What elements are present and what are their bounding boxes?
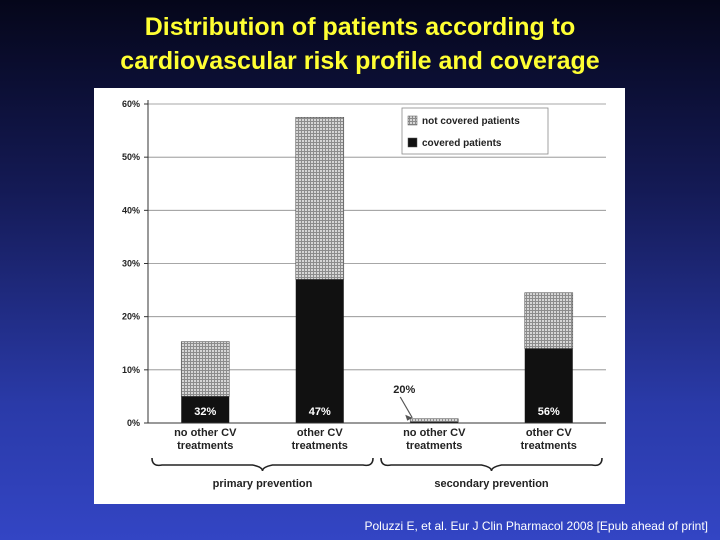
group-label: primary prevention bbox=[213, 478, 313, 490]
stacked-bar-chart: 0%10%20%30%40%50%60%no other CVtreatment… bbox=[122, 99, 606, 490]
legend-swatch bbox=[407, 137, 418, 148]
bar-not-covered bbox=[524, 292, 574, 349]
x-category-label: other CV bbox=[526, 427, 573, 439]
legend-swatch bbox=[407, 115, 418, 126]
group-brace bbox=[380, 457, 603, 472]
x-category-label: other CV bbox=[297, 427, 344, 439]
group-label: secondary prevention bbox=[434, 478, 549, 490]
label-arrow bbox=[399, 396, 413, 419]
bar-not-covered bbox=[295, 116, 345, 280]
legend-label: not covered patients bbox=[422, 116, 520, 127]
x-category-label: no other CV bbox=[174, 427, 237, 439]
label-arrowhead bbox=[405, 414, 413, 421]
bar-covered bbox=[524, 348, 573, 423]
x-category-label: treatments bbox=[177, 440, 233, 452]
y-tick-label: 40% bbox=[122, 205, 140, 215]
legend-label: covered patients bbox=[422, 138, 502, 149]
slide-title: Distribution of patients according to ca… bbox=[0, 10, 720, 78]
bar-not-covered bbox=[180, 341, 230, 397]
bar-not-covered bbox=[409, 418, 459, 423]
group-brace bbox=[151, 457, 374, 472]
bar-value-label: 32% bbox=[194, 406, 216, 418]
title-line-2: cardiovascular risk profile and coverage bbox=[120, 47, 600, 75]
bar-value-label: 47% bbox=[309, 406, 331, 418]
y-tick-label: 10% bbox=[122, 365, 140, 375]
chart-panel: 0% 10% 20% 30% 40% 50% 60% no other CV treatment… bbox=[94, 88, 625, 504]
y-tick-label: 20% bbox=[122, 312, 140, 322]
y-tick-label: 0% bbox=[127, 418, 140, 428]
y-tick-label: 30% bbox=[122, 259, 140, 269]
bar-value-label: 56% bbox=[538, 406, 560, 418]
y-tick-label: 50% bbox=[122, 152, 140, 162]
x-category-label: treatments bbox=[521, 440, 577, 452]
bar-covered bbox=[181, 396, 230, 423]
citation: Poluzzi E, et al. Eur J Clin Pharmacol 2… bbox=[364, 519, 708, 533]
bar-covered bbox=[295, 279, 344, 423]
bar-value-label: 20% bbox=[393, 384, 415, 396]
x-category-label: treatments bbox=[292, 440, 348, 452]
title-line-1: Distribution of patients according to bbox=[144, 13, 576, 41]
y-tick-label: 60% bbox=[122, 99, 140, 109]
x-category-label: no other CV bbox=[403, 427, 466, 439]
x-category-label: treatments bbox=[406, 440, 462, 452]
legend-box bbox=[401, 107, 549, 155]
bar-covered bbox=[410, 421, 459, 423]
